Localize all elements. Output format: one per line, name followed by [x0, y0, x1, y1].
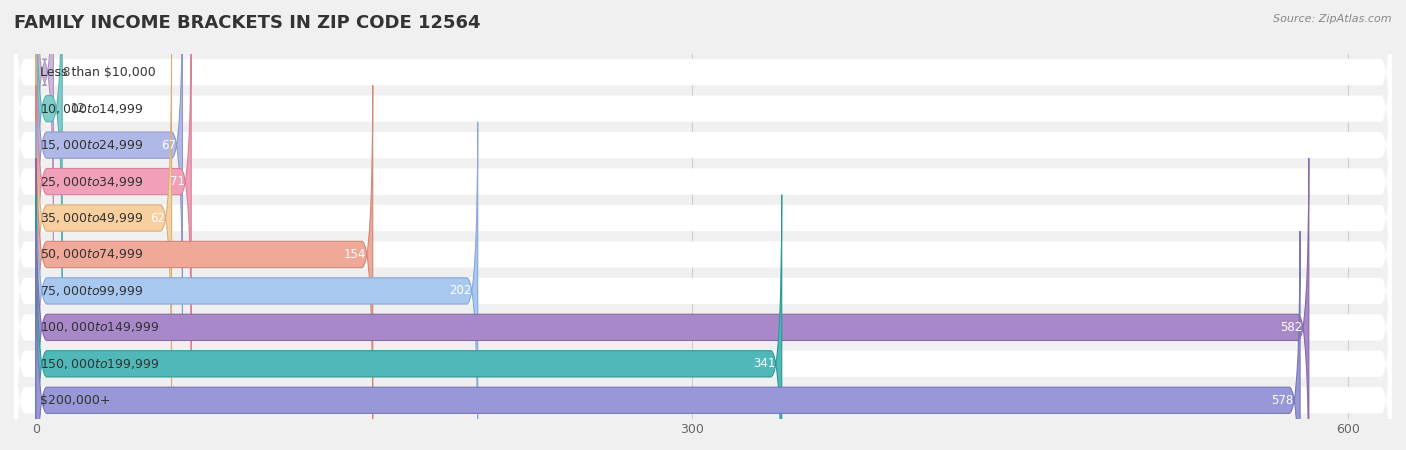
Text: $15,000 to $24,999: $15,000 to $24,999 — [41, 138, 143, 152]
FancyBboxPatch shape — [14, 49, 1392, 387]
FancyBboxPatch shape — [14, 86, 1392, 423]
Text: $25,000 to $34,999: $25,000 to $34,999 — [41, 175, 143, 189]
Text: $150,000 to $199,999: $150,000 to $199,999 — [41, 357, 160, 371]
Text: 62: 62 — [150, 212, 165, 225]
FancyBboxPatch shape — [14, 13, 1392, 351]
Text: $10,000 to $14,999: $10,000 to $14,999 — [41, 102, 143, 116]
FancyBboxPatch shape — [37, 49, 172, 387]
Text: Less than $10,000: Less than $10,000 — [41, 66, 156, 79]
Text: Source: ZipAtlas.com: Source: ZipAtlas.com — [1274, 14, 1392, 23]
FancyBboxPatch shape — [37, 0, 183, 314]
Text: 67: 67 — [160, 139, 176, 152]
Text: 578: 578 — [1271, 394, 1294, 407]
Text: 582: 582 — [1279, 321, 1302, 334]
Text: 154: 154 — [344, 248, 366, 261]
FancyBboxPatch shape — [14, 122, 1392, 450]
Text: $50,000 to $74,999: $50,000 to $74,999 — [41, 248, 143, 261]
Text: 341: 341 — [752, 357, 775, 370]
FancyBboxPatch shape — [37, 0, 62, 278]
FancyBboxPatch shape — [37, 158, 1309, 450]
FancyBboxPatch shape — [37, 195, 782, 450]
FancyBboxPatch shape — [37, 122, 478, 450]
FancyBboxPatch shape — [14, 158, 1392, 450]
FancyBboxPatch shape — [37, 0, 53, 241]
Text: $35,000 to $49,999: $35,000 to $49,999 — [41, 211, 143, 225]
Text: $200,000+: $200,000+ — [41, 394, 111, 407]
Text: 71: 71 — [170, 175, 184, 188]
Text: 8: 8 — [62, 66, 69, 79]
Text: FAMILY INCOME BRACKETS IN ZIP CODE 12564: FAMILY INCOME BRACKETS IN ZIP CODE 12564 — [14, 14, 481, 32]
FancyBboxPatch shape — [37, 86, 373, 423]
Text: $100,000 to $149,999: $100,000 to $149,999 — [41, 320, 160, 334]
FancyBboxPatch shape — [14, 0, 1392, 241]
FancyBboxPatch shape — [37, 231, 1301, 450]
FancyBboxPatch shape — [14, 0, 1392, 278]
Text: $75,000 to $99,999: $75,000 to $99,999 — [41, 284, 143, 298]
FancyBboxPatch shape — [14, 0, 1392, 314]
FancyBboxPatch shape — [14, 195, 1392, 450]
FancyBboxPatch shape — [37, 13, 191, 351]
Text: 12: 12 — [70, 102, 86, 115]
FancyBboxPatch shape — [14, 231, 1392, 450]
Text: 202: 202 — [449, 284, 471, 297]
